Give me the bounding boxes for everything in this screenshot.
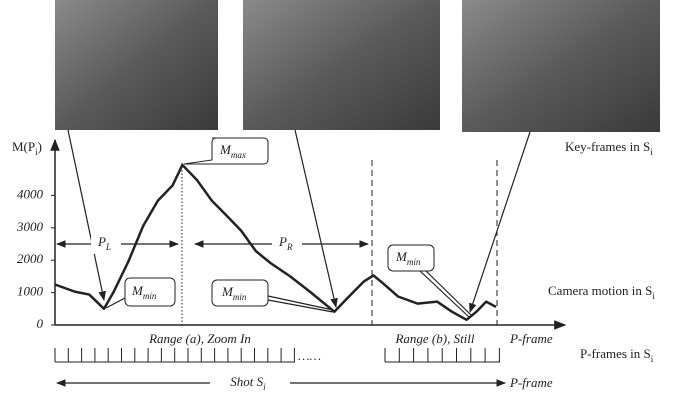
- y-tick-label: 2000: [17, 251, 44, 266]
- side-label: P-frames in Si: [580, 346, 654, 364]
- key-frame-photo: [243, 0, 440, 130]
- figure: M(Pi) PL PR Mmax Mmin Mmin Mmin Range (a…: [0, 0, 700, 403]
- axis-unit: P-frame: [509, 331, 553, 346]
- y-axis-label: M(Pi): [12, 139, 42, 157]
- key-frame-photo: [462, 0, 660, 132]
- key-frame-photo: [55, 0, 218, 130]
- y-tick-label: 4000: [17, 186, 44, 201]
- range-label: Range (a), Zoom In: [148, 331, 251, 346]
- ellipsis: ……: [298, 348, 321, 363]
- shot-label: Shot Si: [230, 374, 266, 392]
- y-tick-label: 0: [37, 316, 44, 331]
- axis-unit: P-frame: [509, 375, 553, 390]
- callouts: [106, 138, 472, 318]
- legend-label: Camera motion in Si: [548, 283, 655, 301]
- range-label: Range (b), Still: [394, 331, 474, 346]
- y-tick-label: 3000: [16, 219, 44, 234]
- y-tick-label: 1000: [17, 284, 44, 299]
- p-frame-ticks: [55, 348, 500, 362]
- side-label: Key-frames in Si: [565, 139, 653, 157]
